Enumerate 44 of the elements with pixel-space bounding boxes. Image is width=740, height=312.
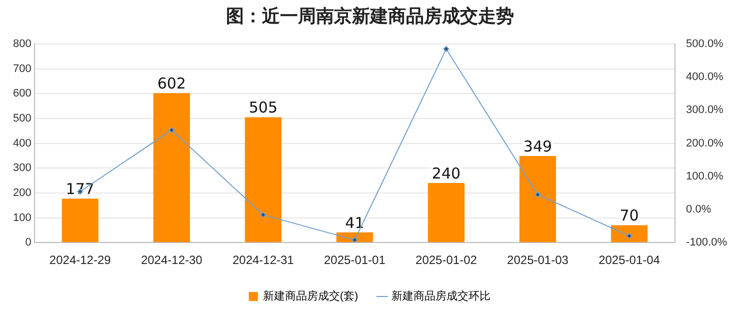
data-label: 349 (523, 137, 552, 156)
y2-tick-label: 100.0% (686, 170, 724, 182)
data-label: 240 (432, 164, 461, 182)
point (443, 46, 450, 52)
bar (428, 183, 465, 242)
y2-tick-label: -100.0% (686, 236, 728, 249)
x-tick-label: 2024-12-29 (49, 253, 112, 268)
chart-title: 图：近一周南京新建商品房成交走势 (225, 5, 515, 29)
y2-tick-label: 0.0% (686, 204, 712, 216)
x-tick-label: 2025-01-01 (324, 253, 386, 268)
data-label: 602 (157, 74, 186, 93)
data-label: 41 (345, 214, 364, 232)
point (626, 232, 632, 239)
y2-tick-label: 200.0% (686, 137, 724, 150)
data-label: 70 (620, 206, 639, 225)
bar (519, 156, 556, 242)
x-tick-label: 2024-12-31 (232, 253, 294, 268)
y2-tick-label: 500.0% (686, 38, 724, 50)
y-tick-label: 100 (12, 212, 32, 224)
bar (62, 198, 98, 242)
point (260, 212, 266, 218)
y-tick-label: 0 (25, 236, 32, 249)
y-tick-label: 200 (12, 186, 32, 199)
legend-label: 新建商品房成交环比 (392, 290, 491, 303)
x-tick-label: 2025-01-04 (598, 253, 660, 268)
point (352, 236, 358, 243)
bar (153, 93, 190, 242)
x-tick-label: 2025-01-03 (507, 253, 569, 268)
y-tick-label: 500 (12, 112, 32, 125)
y-tick-label: 700 (12, 62, 32, 75)
legend-label: 新建商品房成交(套) (262, 290, 358, 303)
point (534, 192, 541, 198)
x-tick-label: 2024-12-30 (140, 253, 203, 268)
y2-tick-label: 400.0% (686, 71, 724, 84)
x-tick-label: 2025-01-02 (416, 253, 478, 268)
y-tick-label: 600 (12, 88, 32, 100)
y-tick-label: 400 (12, 137, 32, 150)
y-tick-label: 300 (12, 162, 32, 174)
bar (244, 117, 282, 242)
point (168, 127, 175, 134)
y2-tick-label: 300.0% (686, 104, 724, 116)
bar (610, 225, 648, 242)
y-tick-label: 800 (12, 38, 32, 50)
data-label: 505 (248, 98, 278, 117)
